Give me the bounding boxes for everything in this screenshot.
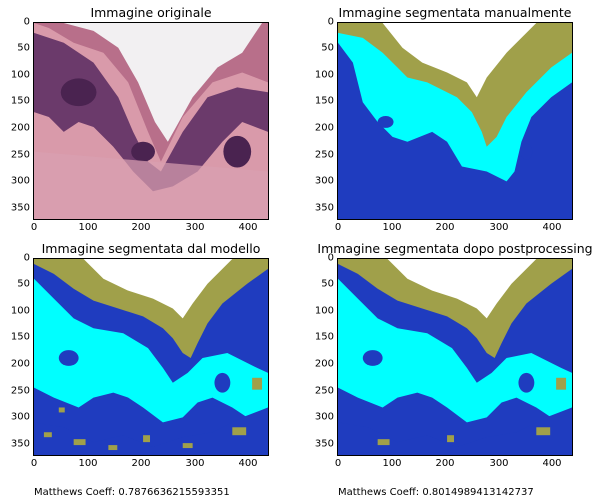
histology-image xyxy=(33,22,269,220)
y-tick: 350 xyxy=(314,202,334,214)
y-tick: 250 xyxy=(314,149,334,161)
x-tick: 0 xyxy=(30,458,38,469)
y-tick: 150 xyxy=(314,95,334,107)
y-tick: 50 xyxy=(17,42,30,54)
x-tick: 300 xyxy=(489,222,509,233)
panel-title: Immagine originale xyxy=(90,5,212,20)
y-tick: 250 xyxy=(314,385,334,397)
y-tick: 350 xyxy=(10,438,30,450)
y-tick: 150 xyxy=(314,331,334,343)
x-tick: 400 xyxy=(542,458,562,469)
y-tick: 150 xyxy=(10,95,30,107)
y-tick: 150 xyxy=(10,331,30,343)
x-tick: 400 xyxy=(542,222,562,233)
y-tick: 0 xyxy=(23,252,30,264)
y-tick: 200 xyxy=(10,358,30,370)
x-tick: 400 xyxy=(238,222,258,233)
x-tick: 0 xyxy=(334,458,342,469)
y-tick: 0 xyxy=(23,16,30,28)
x-tick: 200 xyxy=(435,222,455,233)
y-tick: 0 xyxy=(327,16,334,28)
y-tick: 100 xyxy=(10,69,30,81)
panel-title: Immagine segmentata dopo postprocessing xyxy=(317,241,593,256)
x-tick: 100 xyxy=(382,458,402,469)
matthews-coeff-model: Matthews Coeff: 0.7876636215593351 xyxy=(34,487,230,498)
x-tick: 0 xyxy=(30,222,38,233)
x-tick: 100 xyxy=(78,222,98,233)
matthews-coeff-post: Matthews Coeff: 0.8014989413142737 xyxy=(338,487,534,498)
x-tick: 200 xyxy=(435,458,455,469)
x-tick: 400 xyxy=(238,458,258,469)
x-tick: 100 xyxy=(78,458,98,469)
y-tick: 100 xyxy=(314,305,334,317)
model-segmentation-image xyxy=(33,258,269,456)
y-tick: 50 xyxy=(321,278,334,290)
post-segmentation-image xyxy=(337,258,573,456)
x-tick: 300 xyxy=(489,458,509,469)
y-tick: 200 xyxy=(314,358,334,370)
y-tick: 250 xyxy=(10,149,30,161)
y-tick: 200 xyxy=(314,122,334,134)
panel-title: Immagine segmentata dal modello xyxy=(41,241,261,256)
x-tick: 300 xyxy=(185,222,205,233)
y-tick: 100 xyxy=(314,69,334,81)
x-tick: 300 xyxy=(185,458,205,469)
y-tick: 50 xyxy=(17,278,30,290)
y-tick: 300 xyxy=(10,175,30,187)
y-tick: 50 xyxy=(321,42,334,54)
y-tick: 200 xyxy=(10,122,30,134)
x-tick: 200 xyxy=(131,222,151,233)
y-tick: 300 xyxy=(314,175,334,187)
y-tick: 0 xyxy=(327,252,334,264)
y-tick: 350 xyxy=(314,438,334,450)
panel-title: Immagine segmentata manualmente xyxy=(338,5,572,20)
y-tick: 300 xyxy=(314,411,334,423)
y-tick: 300 xyxy=(10,411,30,423)
x-tick: 100 xyxy=(382,222,402,233)
x-tick: 0 xyxy=(334,222,342,233)
y-tick: 350 xyxy=(10,202,30,214)
manual-segmentation-image xyxy=(337,22,573,220)
x-tick: 200 xyxy=(131,458,151,469)
y-tick: 250 xyxy=(10,385,30,397)
y-tick: 100 xyxy=(10,305,30,317)
